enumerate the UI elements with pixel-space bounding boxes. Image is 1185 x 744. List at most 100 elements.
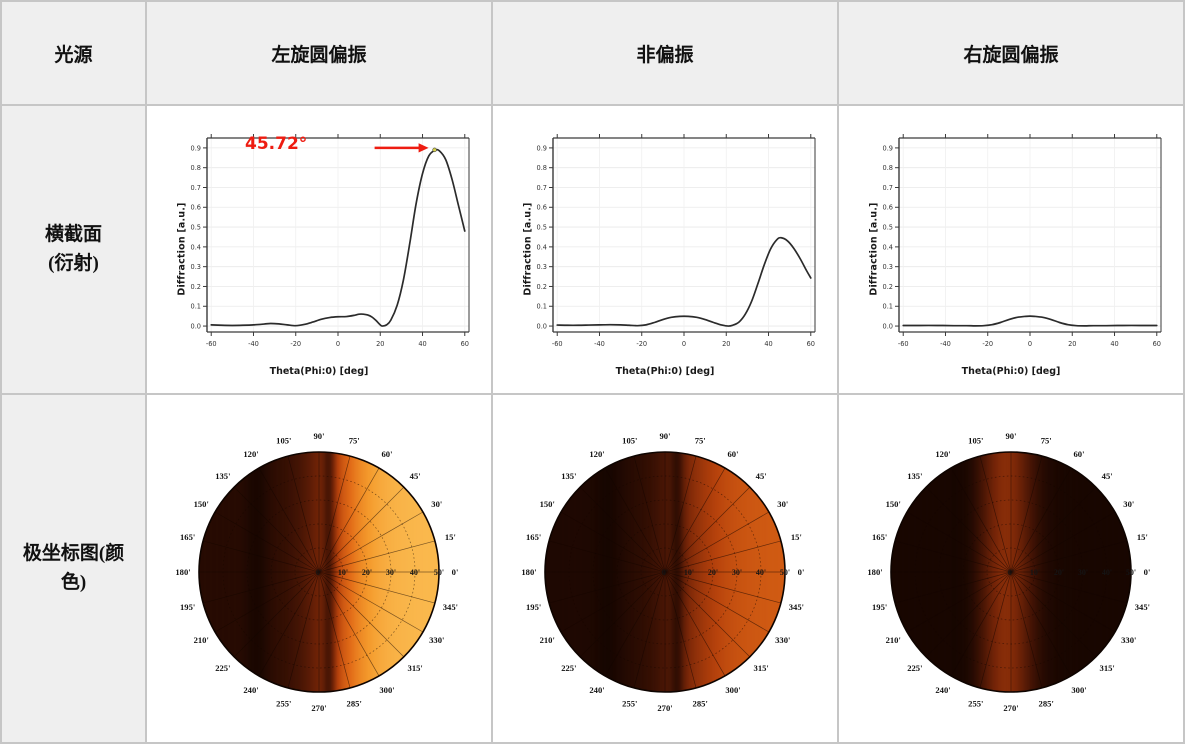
svg-text:0.0: 0.0 xyxy=(537,323,548,331)
svg-text:0.4: 0.4 xyxy=(537,244,548,252)
svg-text:330': 330' xyxy=(429,635,444,645)
header-left-circular: 左旋圆偏振 xyxy=(145,0,493,106)
svg-text:20': 20' xyxy=(708,568,718,577)
svg-text:0': 0' xyxy=(452,567,459,577)
svg-text:75': 75' xyxy=(1041,436,1052,446)
svg-text:315': 315' xyxy=(754,664,769,674)
x-axis-title-1: Theta(Phi:0) [deg] xyxy=(615,366,715,378)
svg-text:40': 40' xyxy=(410,568,420,577)
svg-text:345': 345' xyxy=(789,603,804,613)
xy-chart-left-circular: Diffraction [a.u.] Theta(Phi:0) [deg] 45… xyxy=(159,120,479,379)
svg-text:0.8: 0.8 xyxy=(883,165,894,173)
svg-text:0.6: 0.6 xyxy=(537,204,548,212)
svg-text:60: 60 xyxy=(461,340,469,348)
svg-text:0.2: 0.2 xyxy=(191,283,202,291)
svg-text:60': 60' xyxy=(382,450,393,460)
svg-text:210': 210' xyxy=(886,635,901,645)
polar-angle-labels: 0' 15' 30' 45' 60' 75' 90' 105' 120' 135' 150' 165'… xyxy=(521,431,804,713)
svg-text:45': 45' xyxy=(410,471,421,481)
svg-text:0.9: 0.9 xyxy=(191,145,202,153)
svg-text:30': 30' xyxy=(386,568,396,577)
svg-text:285': 285' xyxy=(347,699,362,709)
svg-text:0': 0' xyxy=(316,568,322,577)
svg-text:120': 120' xyxy=(243,450,258,460)
svg-text:150': 150' xyxy=(886,499,901,509)
svg-text:60': 60' xyxy=(728,450,739,460)
svg-text:40: 40 xyxy=(1110,340,1118,348)
svg-text:20: 20 xyxy=(1068,340,1076,348)
svg-text:225': 225' xyxy=(907,664,922,674)
polar-radial-labels: 0' 10' 20' 30' 40' 50' xyxy=(662,568,790,577)
cell-xy-chart-left-circular: Diffraction [a.u.] Theta(Phi:0) [deg] 45… xyxy=(145,104,493,395)
polar-canvas-2: 0' 15' 30' 45' 60' 75' 90' 105' 120' 135' 150' 165'… xyxy=(867,431,1151,713)
svg-text:40': 40' xyxy=(1102,568,1112,577)
table-header-row: 光源 左旋圆偏振 非偏振 右旋圆偏振 xyxy=(0,0,1185,106)
svg-text:20': 20' xyxy=(362,568,372,577)
svg-text:20': 20' xyxy=(1054,568,1064,577)
polar-canvas-0: 0' 15' 30' 45' 60' 75' 90' 105' 120' 135' 150' 165'… xyxy=(175,431,459,713)
peak-annotation-arrow xyxy=(374,143,429,153)
svg-text:30': 30' xyxy=(1078,568,1088,577)
svg-text:135': 135' xyxy=(907,471,922,481)
svg-text:195': 195' xyxy=(526,603,541,613)
svg-text:10': 10' xyxy=(684,568,694,577)
svg-text:345': 345' xyxy=(443,603,458,613)
rowlabel-cross-section: 横截面 (衍射) xyxy=(0,104,147,395)
header-right-circular: 右旋圆偏振 xyxy=(837,0,1185,106)
svg-text:120': 120' xyxy=(935,450,950,460)
svg-text:240': 240' xyxy=(589,685,604,695)
svg-text:225': 225' xyxy=(215,664,230,674)
svg-text:345': 345' xyxy=(1135,603,1150,613)
svg-text:180': 180' xyxy=(867,567,882,577)
svg-text:50': 50' xyxy=(780,568,790,577)
svg-text:330': 330' xyxy=(775,635,790,645)
svg-text:30': 30' xyxy=(431,499,442,509)
svg-text:0.7: 0.7 xyxy=(537,184,548,192)
svg-text:0.4: 0.4 xyxy=(883,244,894,252)
svg-text:15': 15' xyxy=(1137,532,1148,542)
svg-text:-40: -40 xyxy=(940,340,951,348)
svg-text:75': 75' xyxy=(349,436,360,446)
svg-text:195': 195' xyxy=(872,603,887,613)
chart-canvas-1: 0.0 0.1 0.2 0.3 0.4 0.5 0.6 0.7 0.8 0.9 -60 -40 -20 0… xyxy=(537,134,816,348)
svg-text:180': 180' xyxy=(175,567,190,577)
svg-text:240': 240' xyxy=(935,685,950,695)
svg-text:60: 60 xyxy=(1153,340,1161,348)
svg-text:0.3: 0.3 xyxy=(191,264,202,272)
svg-text:0.0: 0.0 xyxy=(191,323,202,331)
svg-text:210': 210' xyxy=(540,635,555,645)
svg-text:30': 30' xyxy=(732,568,742,577)
svg-text:0: 0 xyxy=(682,340,686,348)
svg-text:285': 285' xyxy=(693,699,708,709)
rowlabel-cross-section-line1: 横截面 xyxy=(44,224,102,246)
svg-text:45': 45' xyxy=(1102,471,1113,481)
svg-text:0.0: 0.0 xyxy=(883,323,894,331)
svg-text:0: 0 xyxy=(1028,340,1032,348)
svg-text:-60: -60 xyxy=(552,340,563,348)
svg-text:105': 105' xyxy=(276,436,291,446)
svg-text:150': 150' xyxy=(540,499,555,509)
svg-text:180': 180' xyxy=(521,567,536,577)
cell-xy-chart-unpolarized: Diffraction [a.u.] Theta(Phi:0) [deg] 0.… xyxy=(491,104,839,395)
svg-text:270': 270' xyxy=(311,703,326,713)
svg-text:0': 0' xyxy=(1144,567,1151,577)
svg-text:0': 0' xyxy=(662,568,668,577)
svg-text:0.4: 0.4 xyxy=(191,244,202,252)
cell-xy-chart-right-circular: Diffraction [a.u.] Theta(Phi:0) [deg] 0.… xyxy=(837,104,1185,395)
polar-radial-labels: 0' 10' 20' 30' 40' 50' xyxy=(316,568,444,577)
svg-text:10': 10' xyxy=(1030,568,1040,577)
svg-text:30': 30' xyxy=(777,499,788,509)
rowlabel-polar-plot: 极坐标图(颜 色) xyxy=(0,392,147,744)
svg-text:225': 225' xyxy=(561,664,576,674)
svg-text:165': 165' xyxy=(180,532,195,542)
svg-text:135': 135' xyxy=(561,471,576,481)
svg-text:0.1: 0.1 xyxy=(537,303,548,311)
svg-text:0.9: 0.9 xyxy=(883,145,894,153)
svg-text:-60: -60 xyxy=(898,340,909,348)
svg-text:-20: -20 xyxy=(290,340,301,348)
table-row-polar-plot: 极坐标图(颜 色) 0' 15' 30' 45' 60' 75' 90' 105' 120' 13… xyxy=(0,392,1185,744)
svg-text:0.8: 0.8 xyxy=(191,165,202,173)
svg-text:120': 120' xyxy=(589,450,604,460)
svg-text:0.7: 0.7 xyxy=(191,184,202,192)
